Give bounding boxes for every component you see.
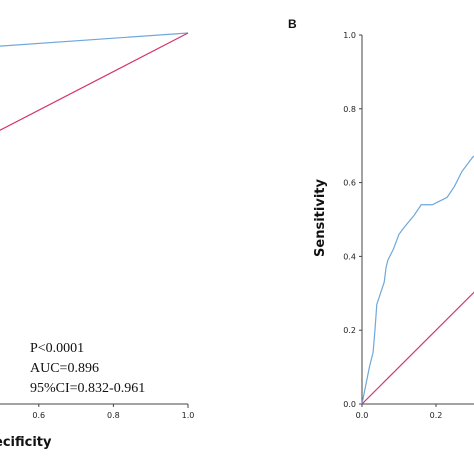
panel-a-stat-auc: AUC=0.896 xyxy=(30,361,99,376)
panel-a-stat-p: P<0.0001 xyxy=(30,341,84,356)
panel-b-series xyxy=(361,155,474,405)
panel-a: 0.40.60.81.0 ecificity P<0.0001 AUC=0.89… xyxy=(0,32,195,450)
panel-a-x-tick-label: 0.6 xyxy=(32,411,45,420)
panel-b-y-tick-label: 1.0 xyxy=(343,31,356,40)
panel-a-stat-ci: 95%CI=0.832-0.961 xyxy=(30,381,145,396)
panel-b-y-tick-label: 0.4 xyxy=(343,252,356,261)
panel-b-y-tick-label: 0.2 xyxy=(343,326,356,335)
panel-b-y-tick-label: 0.6 xyxy=(343,179,356,188)
panel-a-x-tick-label: 1.0 xyxy=(182,411,195,420)
panel-b-y-ticks: 0.0 0.2 0.4 0.6 0.8 1.0 xyxy=(343,31,362,409)
panel-b-y-tick-label: 0.0 xyxy=(343,400,356,409)
panel-b-x-ticks: 0.0 0.2 xyxy=(356,404,443,420)
panel-a-reference-line xyxy=(0,32,189,131)
panel-a-series xyxy=(0,32,189,131)
panel-b-reference-line xyxy=(361,291,474,405)
panel-b-x-tick-label: 0.2 xyxy=(430,411,443,420)
panel-b-roc-curve xyxy=(361,155,474,405)
panel-b-y-tick-label: 0.8 xyxy=(343,105,356,114)
panel-b-x-tick-label: 0.0 xyxy=(356,411,369,420)
panel-b-label: B xyxy=(288,17,297,31)
panel-a-x-ticks: 0.40.60.81.0 xyxy=(32,404,195,420)
panel-a-roc-curve xyxy=(0,32,189,47)
panel-b: B 0.0 0.2 0.4 0.6 0.8 1.0 0.0 0.2 Sensitivity xyxy=(288,17,474,420)
panel-a-x-tick-label: 0.8 xyxy=(107,411,120,420)
panel-a-x-axis-title: ecificity xyxy=(0,435,52,450)
panel-b-y-axis-title: Sensitivity xyxy=(313,179,328,257)
